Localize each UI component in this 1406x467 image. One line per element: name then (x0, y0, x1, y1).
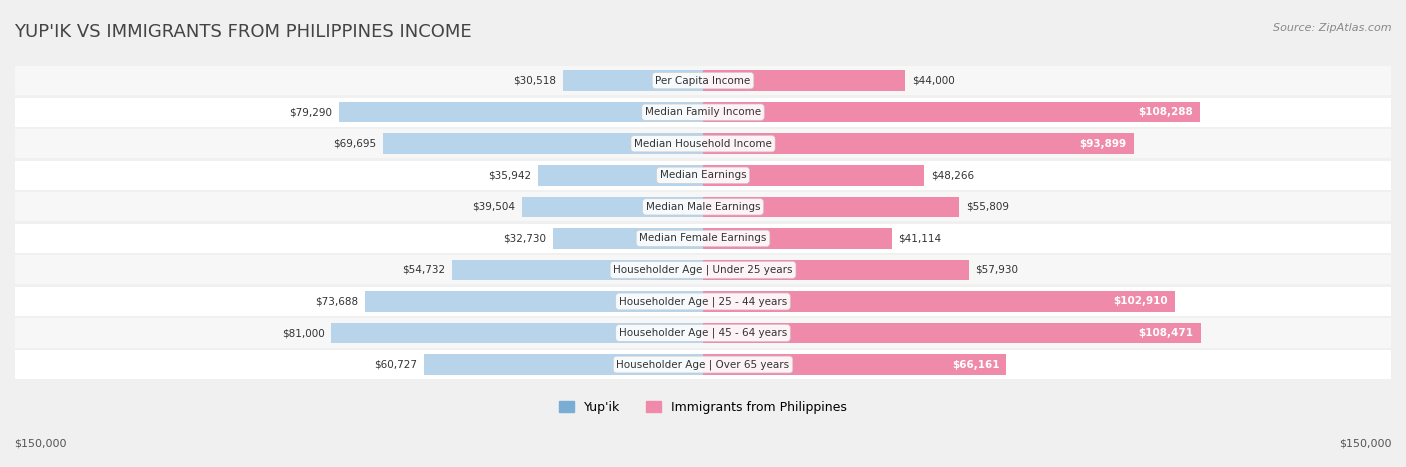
Bar (15, 66, 1391, 95)
Bar (15, 350, 1391, 379)
Bar (703, 260, 969, 280)
Bar (703, 134, 1133, 154)
Bar (553, 228, 703, 248)
Bar (703, 165, 924, 185)
Text: Median Household Income: Median Household Income (634, 139, 772, 149)
Text: $32,730: $32,730 (503, 234, 546, 243)
Text: $108,288: $108,288 (1137, 107, 1192, 117)
Bar (15, 287, 1391, 316)
Text: $66,161: $66,161 (952, 360, 1000, 369)
Text: $41,114: $41,114 (898, 234, 942, 243)
Bar (366, 291, 703, 311)
Text: $93,899: $93,899 (1080, 139, 1126, 149)
Bar (15, 192, 1391, 221)
Bar (703, 197, 959, 217)
Text: $55,809: $55,809 (966, 202, 1010, 212)
Text: $44,000: $44,000 (911, 76, 955, 85)
Text: $150,000: $150,000 (14, 439, 66, 448)
Bar (15, 318, 1391, 347)
Text: $150,000: $150,000 (1340, 439, 1392, 448)
Text: $108,471: $108,471 (1139, 328, 1194, 338)
Text: Per Capita Income: Per Capita Income (655, 76, 751, 85)
Legend: Yup'ik, Immigrants from Philippines: Yup'ik, Immigrants from Philippines (554, 396, 852, 419)
Bar (15, 98, 1391, 127)
Bar (425, 354, 703, 375)
Text: Source: ZipAtlas.com: Source: ZipAtlas.com (1274, 23, 1392, 33)
Bar (15, 161, 1391, 190)
Bar (15, 129, 1391, 158)
Text: YUP'IK VS IMMIGRANTS FROM PHILIPPINES INCOME: YUP'IK VS IMMIGRANTS FROM PHILIPPINES IN… (14, 23, 471, 42)
Text: $81,000: $81,000 (281, 328, 325, 338)
Text: $79,290: $79,290 (290, 107, 332, 117)
Bar (703, 71, 905, 91)
Bar (384, 134, 703, 154)
Text: $69,695: $69,695 (333, 139, 377, 149)
Bar (703, 323, 1201, 343)
Bar (703, 102, 1199, 122)
Text: Householder Age | Under 25 years: Householder Age | Under 25 years (613, 265, 793, 275)
Text: Householder Age | 45 - 64 years: Householder Age | 45 - 64 years (619, 328, 787, 338)
Bar (703, 354, 1007, 375)
Bar (703, 291, 1175, 311)
Bar (339, 102, 703, 122)
Bar (538, 165, 703, 185)
Text: Householder Age | Over 65 years: Householder Age | Over 65 years (616, 359, 790, 370)
Text: Median Earnings: Median Earnings (659, 170, 747, 180)
Text: Median Female Earnings: Median Female Earnings (640, 234, 766, 243)
Text: $54,732: $54,732 (402, 265, 446, 275)
Text: $39,504: $39,504 (472, 202, 515, 212)
Bar (522, 197, 703, 217)
Bar (451, 260, 703, 280)
Text: $30,518: $30,518 (513, 76, 557, 85)
Text: Householder Age | 25 - 44 years: Householder Age | 25 - 44 years (619, 296, 787, 307)
Text: Median Male Earnings: Median Male Earnings (645, 202, 761, 212)
Bar (332, 323, 703, 343)
Text: $73,688: $73,688 (315, 297, 359, 306)
Bar (703, 228, 891, 248)
Text: $35,942: $35,942 (488, 170, 531, 180)
Text: $48,266: $48,266 (931, 170, 974, 180)
Bar (562, 71, 703, 91)
Text: $60,727: $60,727 (374, 360, 418, 369)
Text: $102,910: $102,910 (1114, 297, 1168, 306)
Text: $57,930: $57,930 (976, 265, 1018, 275)
Bar (15, 224, 1391, 253)
Bar (15, 255, 1391, 284)
Text: Median Family Income: Median Family Income (645, 107, 761, 117)
